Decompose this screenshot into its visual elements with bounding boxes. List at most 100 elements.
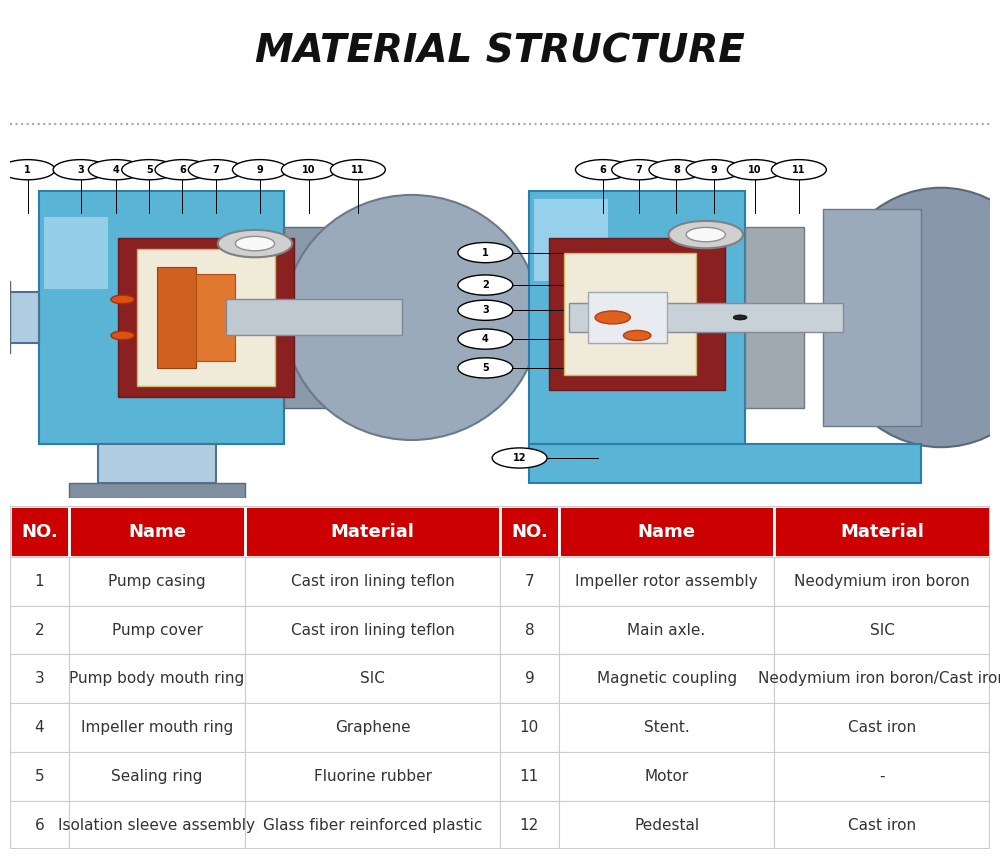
Text: 6: 6 [179,165,186,175]
Text: Main axle.: Main axle. [627,623,706,637]
FancyBboxPatch shape [500,704,559,752]
FancyBboxPatch shape [69,655,245,704]
Text: 8: 8 [673,165,680,175]
Text: 4: 4 [482,334,489,344]
FancyBboxPatch shape [559,606,774,655]
Circle shape [458,300,513,320]
FancyBboxPatch shape [559,752,774,801]
Text: 3: 3 [77,165,84,175]
Text: 2: 2 [482,280,489,290]
Text: Isolation sleeve assembly: Isolation sleeve assembly [58,818,256,832]
FancyBboxPatch shape [559,506,774,557]
FancyBboxPatch shape [245,506,500,557]
Text: 2: 2 [35,623,44,637]
Circle shape [575,160,630,180]
FancyBboxPatch shape [10,752,69,801]
Polygon shape [823,209,921,426]
Circle shape [235,236,275,251]
FancyBboxPatch shape [69,752,245,801]
Circle shape [122,160,177,180]
FancyBboxPatch shape [774,704,990,752]
Circle shape [771,160,826,180]
Circle shape [281,160,336,180]
Text: SIC: SIC [870,623,895,637]
Text: Magnetic coupling: Magnetic coupling [597,671,737,686]
FancyBboxPatch shape [774,801,990,849]
Text: Cast iron lining teflon: Cast iron lining teflon [291,623,454,637]
FancyBboxPatch shape [500,557,559,606]
Text: 7: 7 [636,165,643,175]
Text: 10: 10 [748,165,762,175]
Text: Pedestal: Pedestal [634,818,699,832]
Polygon shape [157,267,196,368]
FancyBboxPatch shape [245,557,500,606]
Text: 5: 5 [35,769,44,784]
Text: Stent.: Stent. [644,720,689,735]
Text: 4: 4 [112,165,119,175]
Text: Name: Name [638,523,696,541]
Text: Material: Material [331,523,415,541]
FancyBboxPatch shape [245,655,500,704]
Text: 10: 10 [302,165,316,175]
Circle shape [686,160,741,180]
Polygon shape [529,191,745,444]
Circle shape [111,295,134,304]
Text: 11: 11 [792,165,806,175]
Text: 3: 3 [482,305,489,315]
Polygon shape [39,191,284,444]
Text: -: - [879,769,885,784]
Circle shape [612,160,667,180]
Text: 9: 9 [525,671,534,686]
Text: NO.: NO. [511,523,548,541]
Text: 10: 10 [520,720,539,735]
FancyBboxPatch shape [500,801,559,849]
Polygon shape [226,299,402,335]
Circle shape [595,311,630,324]
Text: NO.: NO. [21,523,58,541]
FancyBboxPatch shape [559,655,774,704]
Text: Cast iron lining teflon: Cast iron lining teflon [291,574,454,589]
Text: 7: 7 [525,574,534,589]
FancyBboxPatch shape [10,506,69,557]
Text: MATERIAL STRUCTURE: MATERIAL STRUCTURE [255,33,745,70]
Circle shape [188,160,243,180]
Text: 12: 12 [520,818,539,832]
FancyBboxPatch shape [10,557,69,606]
Polygon shape [549,239,725,390]
Circle shape [458,329,513,349]
Text: Cast iron: Cast iron [848,720,916,735]
Polygon shape [588,293,667,342]
Text: Material: Material [840,523,924,541]
Text: 8: 8 [525,623,534,637]
Text: Fluorine rubber: Fluorine rubber [314,769,432,784]
FancyBboxPatch shape [559,557,774,606]
Circle shape [727,160,782,180]
FancyBboxPatch shape [10,801,69,849]
FancyBboxPatch shape [10,704,69,752]
Text: Motor: Motor [644,769,689,784]
Text: 1: 1 [35,574,44,589]
Circle shape [232,160,287,180]
Circle shape [88,160,143,180]
FancyBboxPatch shape [69,506,245,557]
Polygon shape [10,293,39,342]
Polygon shape [44,216,108,288]
Circle shape [623,330,651,341]
Circle shape [458,275,513,295]
Polygon shape [745,227,804,408]
Text: Pump cover: Pump cover [112,623,202,637]
FancyBboxPatch shape [10,606,69,655]
Text: Pump casing: Pump casing [108,574,206,589]
FancyBboxPatch shape [69,557,245,606]
FancyBboxPatch shape [774,606,990,655]
Circle shape [0,160,55,180]
Circle shape [686,227,725,242]
Polygon shape [69,483,245,498]
FancyBboxPatch shape [245,606,500,655]
Circle shape [330,160,385,180]
Circle shape [492,448,547,468]
Circle shape [733,315,747,320]
Text: 6: 6 [35,818,44,832]
Ellipse shape [823,188,1000,447]
Circle shape [649,160,704,180]
